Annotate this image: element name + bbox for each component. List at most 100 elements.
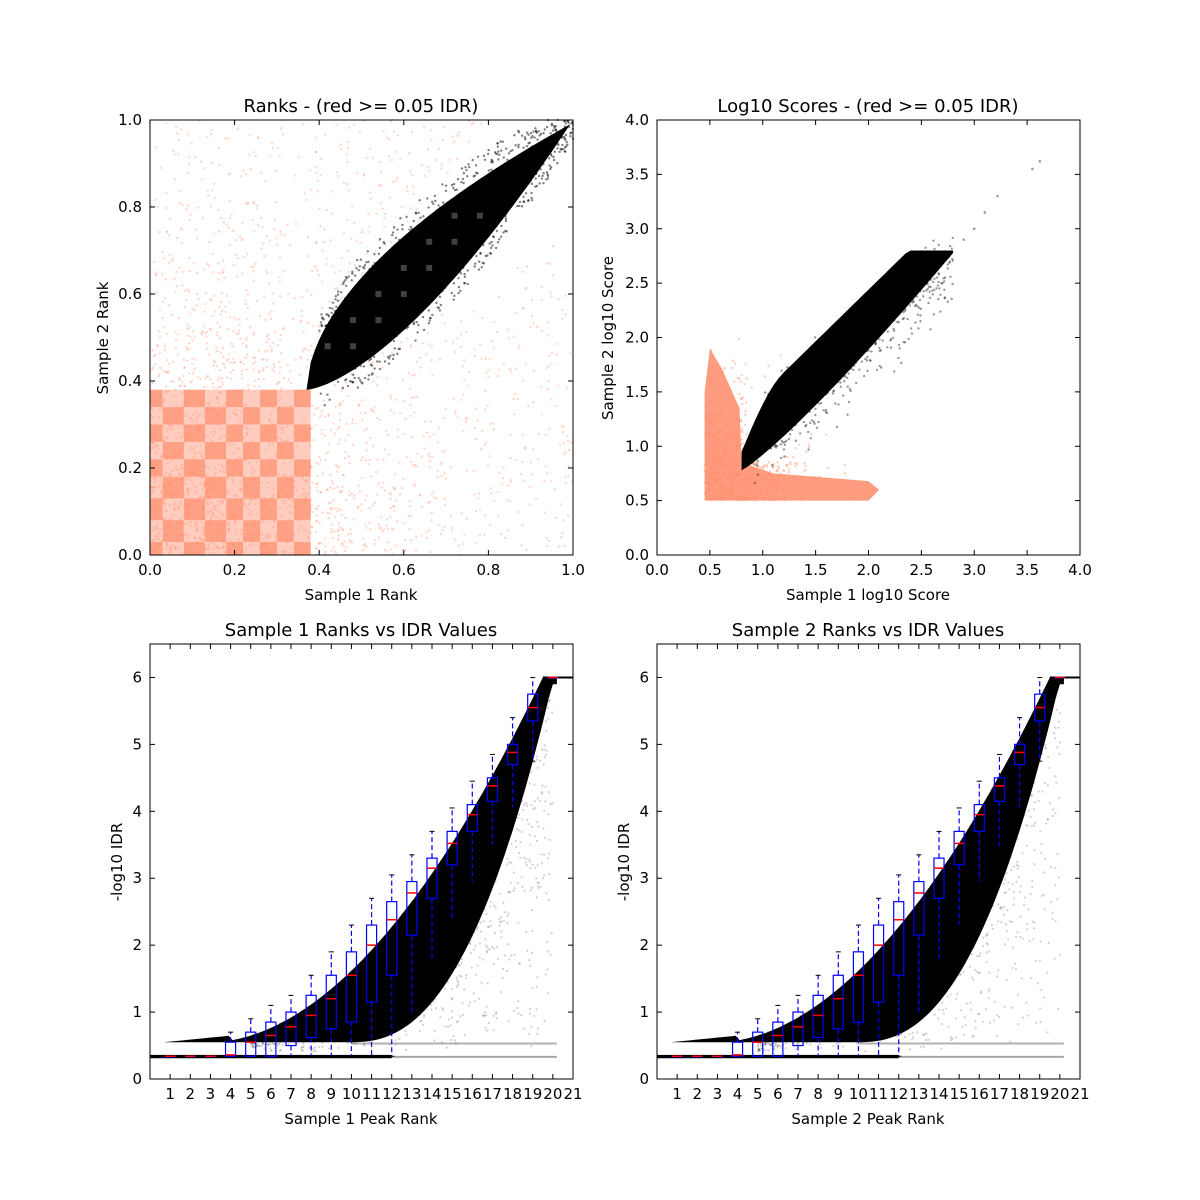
scatter-point-above-threshold (342, 544, 345, 548)
scatter-point-below-threshold (419, 240, 423, 244)
scatter-point-above-threshold (206, 375, 210, 378)
scatter-point-above-threshold (729, 471, 732, 474)
scatter-point-above-threshold (298, 373, 301, 376)
scatter-point-above-threshold (820, 487, 824, 490)
scatter-point-above-threshold (714, 451, 717, 455)
scatter-point-above-threshold (796, 491, 800, 495)
scatter-point-above-threshold (305, 529, 308, 533)
scatter-point-below-threshold (847, 400, 851, 404)
scatter-point-above-threshold (152, 498, 155, 501)
scatter-point-above-threshold (726, 489, 729, 493)
scatter-point-above-threshold (714, 424, 717, 428)
scatter-point-below-threshold (824, 375, 828, 378)
scatter-point-above-threshold (367, 360, 370, 364)
scatter-point-above-threshold (368, 506, 371, 510)
scatter-point-above-threshold (713, 430, 717, 433)
scatter-point-above-threshold (314, 546, 317, 550)
scatter-point-above-threshold (266, 271, 269, 275)
scatter-point-above-threshold (201, 538, 204, 542)
scatter-point-below-threshold (437, 257, 441, 260)
scatter-point-above-threshold (432, 433, 435, 436)
scatter-point-above-threshold (213, 232, 216, 235)
scatter-point-below-threshold (839, 381, 842, 384)
scatter-point-above-threshold (248, 534, 252, 538)
scatter-point-below-threshold (411, 274, 414, 278)
scatter-point-above-threshold (245, 505, 248, 508)
scatter-point-above-threshold (264, 475, 267, 479)
scatter-point-below-threshold (834, 355, 837, 358)
scatter-point-below-threshold (751, 445, 755, 448)
scatter-point-above-threshold (177, 473, 180, 476)
scatter-point-above-threshold (244, 431, 248, 434)
scatter-point-above-threshold (194, 490, 197, 493)
scatter-point-below-threshold (565, 140, 568, 144)
scatter-point-above-threshold (705, 496, 708, 499)
scatter-point-above-threshold (752, 479, 755, 482)
scatter-point-above-threshold (389, 394, 392, 397)
scatter-point-below-threshold (914, 303, 918, 307)
scatter-point-above-threshold (225, 223, 228, 226)
scatter-point-above-threshold (849, 487, 853, 490)
scatter-point-above-threshold (419, 366, 422, 369)
scatter-point-above-threshold (532, 322, 536, 325)
scatter-point-above-threshold (288, 504, 292, 507)
scatter-point-above-threshold (736, 417, 739, 421)
scatter-point-below-threshold (536, 167, 540, 171)
scatter-point-above-threshold (171, 469, 174, 472)
scatter-point-below-threshold (919, 290, 922, 293)
scatter-point-above-threshold (223, 487, 227, 491)
scatter-point-above-threshold (472, 469, 475, 473)
scatter-point-above-threshold (180, 467, 183, 471)
scatter-point-above-threshold (353, 264, 356, 267)
scatter-point-above-threshold (365, 526, 368, 530)
scatter-point-above-threshold (223, 444, 226, 447)
scatter-point-below-threshold (564, 150, 567, 153)
scatter-point-above-threshold (191, 357, 194, 360)
scatter-point-above-threshold (718, 459, 721, 463)
scatter-point-below-threshold (401, 320, 405, 324)
scatter-cluster-above-threshold (293, 459, 311, 477)
scatter-point-above-threshold (715, 444, 718, 448)
scatter-point-above-threshold (186, 516, 189, 520)
scatter-point-above-threshold (224, 492, 228, 496)
scatter-point-above-threshold (239, 474, 243, 478)
scatter-point-above-threshold (184, 471, 187, 475)
scatter-point-above-threshold (260, 171, 263, 174)
scatter-point-below-threshold (489, 252, 493, 255)
scatter-point-above-threshold (228, 522, 231, 525)
scatter-point-below-threshold (481, 261, 484, 265)
scatter-point-below-threshold (937, 243, 940, 247)
scatter-point-above-threshold (555, 353, 558, 356)
scatter-point-above-threshold (252, 489, 255, 493)
scatter-point-above-threshold (320, 280, 324, 283)
scatter-point-above-threshold (739, 472, 743, 476)
scatter-point-below-threshold (457, 229, 460, 233)
scatter-point-above-threshold (441, 529, 444, 532)
scatter-point-above-threshold (207, 353, 211, 356)
scatter-point-above-threshold (201, 516, 205, 520)
scatter-point-below-threshold (753, 481, 756, 485)
scatter-point-above-threshold (227, 515, 230, 518)
scatter-point-above-threshold (161, 498, 164, 501)
scatter-point-above-threshold (188, 512, 191, 515)
scatter-point-below-threshold (910, 264, 914, 267)
scatter-cluster-above-threshold (183, 459, 205, 477)
scatter-point-below-threshold (463, 272, 466, 276)
scatter-point-below-threshold (461, 177, 465, 181)
scatter-point-below-threshold (886, 293, 889, 297)
scatter-point-above-threshold (266, 534, 269, 537)
scatter-point-above-threshold (486, 464, 490, 467)
scatter-point-above-threshold (235, 508, 239, 511)
scatter-point-above-threshold (717, 473, 720, 476)
scatter-point-above-threshold (189, 458, 192, 461)
scatter-point-above-threshold (742, 495, 745, 498)
scatter-point-above-threshold (709, 430, 712, 433)
scatter-point-above-threshold (412, 185, 415, 188)
scatter-point-above-threshold (209, 443, 213, 447)
scatter-point-above-threshold (707, 497, 711, 500)
scatter-point-above-threshold (389, 497, 392, 500)
scatter-point-above-threshold (182, 358, 186, 361)
scatter-point-below-threshold (319, 369, 323, 372)
scatter-point-below-threshold (941, 281, 944, 285)
scatter-point-above-threshold (724, 462, 727, 465)
